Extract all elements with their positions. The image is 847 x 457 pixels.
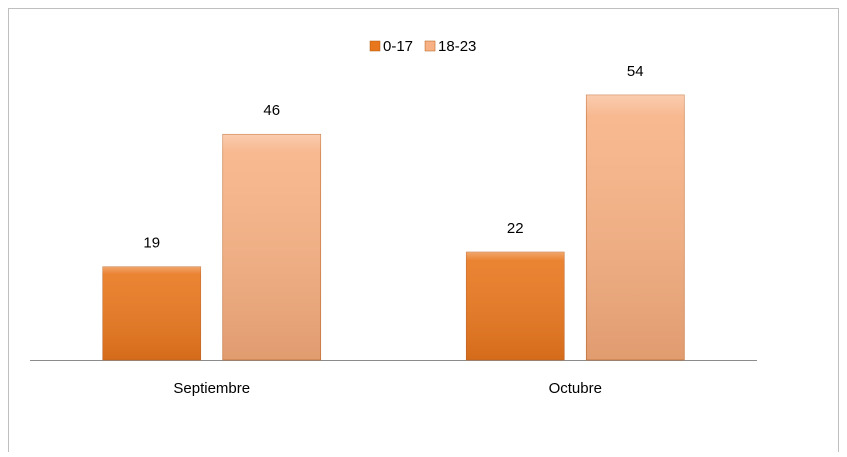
data-label: 46 — [263, 102, 280, 119]
data-label: 22 — [507, 220, 524, 237]
bar-shine — [102, 266, 201, 360]
bar-shine — [586, 95, 685, 360]
bar-shine — [466, 252, 565, 360]
x-tick-label: Septiembre — [173, 380, 250, 397]
legend-swatch — [424, 40, 436, 52]
bar-shine — [222, 134, 321, 360]
legend-label: 0-17 — [383, 38, 413, 55]
legend-swatch — [369, 40, 381, 52]
data-label: 54 — [627, 63, 644, 80]
x-tick-label: Octubre — [549, 380, 602, 397]
chart-frame — [8, 8, 839, 457]
legend-label: 18-23 — [438, 38, 476, 55]
data-label: 19 — [143, 235, 160, 252]
